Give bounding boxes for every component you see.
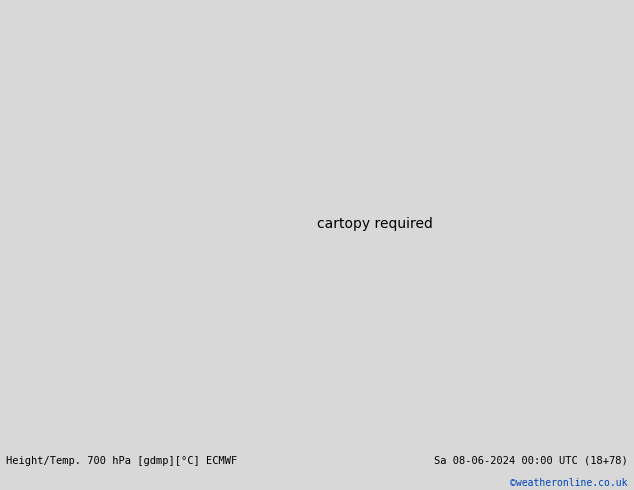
Text: Sa 08-06-2024 00:00 UTC (18+78): Sa 08-06-2024 00:00 UTC (18+78) xyxy=(434,456,628,466)
Text: cartopy required: cartopy required xyxy=(317,217,433,231)
Text: ©weatheronline.co.uk: ©weatheronline.co.uk xyxy=(510,478,628,488)
Text: Height/Temp. 700 hPa [gdmp][°C] ECMWF: Height/Temp. 700 hPa [gdmp][°C] ECMWF xyxy=(6,456,238,466)
